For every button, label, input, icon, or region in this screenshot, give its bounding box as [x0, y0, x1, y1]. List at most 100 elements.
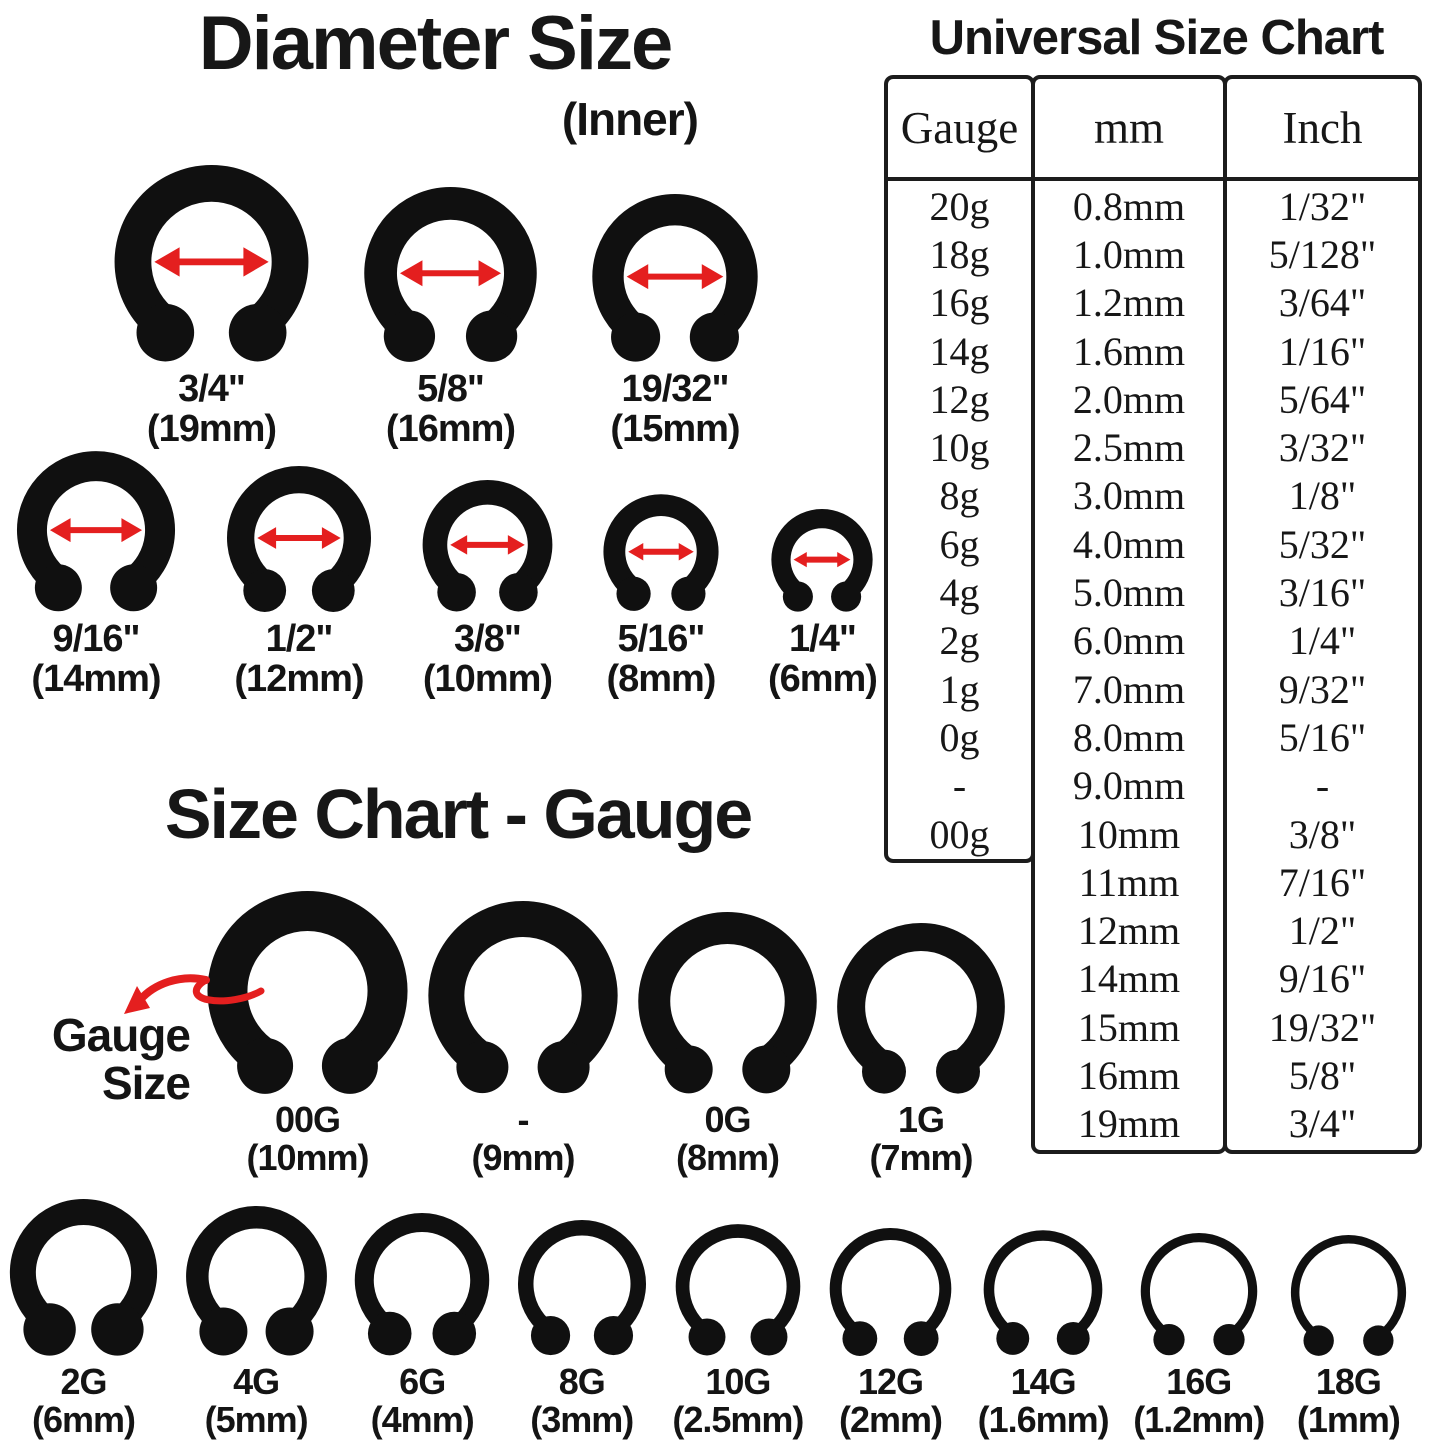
horseshoe-ring-icon [185, 1206, 327, 1356]
horseshoe-ring-icon [1140, 1233, 1257, 1356]
size-label: 5/16" [617, 618, 705, 660]
horseshoe-item: 3/4" (19mm) [112, 162, 311, 450]
horseshoe-item: 0G (8mm) [636, 909, 819, 1177]
table-cell: 9/32" [1278, 666, 1367, 712]
universal-chart-inch-column: Inch 1/32" 5/128" 3/64" 1/16" 5/64" 3/32" 1/8"… [1223, 75, 1422, 1154]
horseshoe-ring-icon [227, 466, 371, 612]
table-cell: 1/32" [1278, 183, 1367, 229]
horseshoe-ring-icon [771, 509, 874, 612]
size-sublabel: (9mm) [471, 1137, 575, 1179]
column-header-mm: mm [1035, 79, 1223, 181]
size-label: 1/2" [265, 618, 334, 660]
gauge-size-arrow-icon [124, 974, 265, 1014]
table-cell: 1g [939, 666, 980, 712]
size-sublabel: (6mm) [31, 1399, 136, 1441]
table-cell: 5/128" [1268, 231, 1377, 277]
table-cell: 00g [929, 811, 990, 857]
table-cell: 8g [939, 473, 980, 519]
table-cell: 6.0mm [1072, 618, 1186, 664]
universal-chart-gauge-column: Gauge 20g 18g 16g 14g 12g 10g 8g 6g 4g 2g 1g 0g -00g [884, 75, 1035, 863]
table-cell: 20g [929, 183, 990, 229]
horseshoe-item: 3/8" (10mm) [421, 477, 554, 700]
horseshoe-item: 5/8" (16mm) [362, 184, 539, 450]
size-label: - [517, 1099, 530, 1140]
table-cell: 11mm [1078, 859, 1180, 905]
table-cell: 16g [929, 280, 990, 326]
table-cell: 9/16" [1278, 956, 1367, 1002]
diameter-section-title: Diameter Size [198, 1, 673, 86]
horseshoe-item: 8G (3mm) [516, 1217, 648, 1439]
table-cell: 0g [939, 714, 980, 760]
table-cell: - [952, 763, 967, 809]
size-label: 19/32" [621, 368, 729, 410]
table-cell: 12g [929, 376, 990, 422]
horseshoe-ring-icon [1290, 1235, 1406, 1356]
table-cell: 1/4" [1288, 618, 1357, 664]
diameter-row-1: 3/4" (19mm) 5/8" (16mm) 19/32" (15mm) [112, 162, 760, 450]
horseshoe-ring-icon [517, 1220, 646, 1356]
size-label: 1G [897, 1099, 945, 1140]
size-sublabel: (2.5mm) [672, 1399, 804, 1441]
size-sublabel: (1.2mm) [1133, 1399, 1265, 1441]
horseshoe-item: 5/16" (8mm) [602, 491, 720, 700]
size-label: 1/4" [789, 618, 857, 660]
horseshoe-item: - (9mm) [426, 898, 620, 1177]
table-cell: 10mm [1077, 811, 1181, 857]
table-cell: - [1315, 763, 1330, 809]
horseshoe-ring-icon [638, 912, 817, 1094]
table-cell: 6g [939, 521, 980, 567]
size-label: 8G [558, 1361, 606, 1402]
horseshoe-ring-icon [16, 451, 176, 612]
horseshoe-ring-icon [428, 901, 618, 1094]
size-sublabel: (4mm) [370, 1399, 475, 1441]
table-cell: 1/16" [1278, 328, 1367, 374]
horseshoe-ring-icon [675, 1224, 801, 1356]
gauge-size-pointer-label-line1: Gauge [51, 1009, 191, 1061]
size-label: 00G [274, 1099, 341, 1140]
size-sublabel: (1.6mm) [977, 1399, 1110, 1441]
table-cell: 0.8mm [1072, 183, 1186, 229]
table-cell: 18g [929, 231, 990, 277]
size-label: 2G [60, 1361, 107, 1402]
table-cell: 19/32" [1268, 1004, 1377, 1050]
table-cell: 3.0mm [1072, 473, 1186, 519]
horseshoe-ring-icon [207, 891, 408, 1094]
table-cell: 2g [939, 618, 980, 664]
table-cell: 3/8" [1288, 811, 1357, 857]
size-label: 3/8" [454, 618, 522, 660]
horseshoe-item: 00G (10mm) [205, 888, 410, 1177]
table-cell: 2.0mm [1072, 376, 1186, 422]
table-cell: 15mm [1077, 1004, 1181, 1050]
table-cell: 10g [929, 425, 990, 471]
horseshoe-item: 14G (1.6mm) [977, 1227, 1110, 1441]
size-label: 16G [1166, 1361, 1232, 1402]
size-sublabel: (5mm) [204, 1399, 309, 1441]
table-cell: 5/16" [1278, 714, 1367, 760]
size-sublabel: (10mm) [422, 658, 553, 701]
size-sublabel: (19mm) [146, 408, 277, 451]
table-cell: 1.0mm [1072, 231, 1186, 277]
table-cell: 5/8" [1288, 1052, 1357, 1098]
column-header-gauge: Gauge [888, 79, 1031, 181]
size-label: 10G [705, 1361, 771, 1402]
mm-column-cells: 0.8mm 1.0mm 1.2mm 1.6mm 2.0mm 2.5mm 3.0mm 4.0mm… [1035, 181, 1223, 1148]
column-header-inch: Inch [1227, 79, 1418, 181]
size-label: 3/4" [178, 368, 246, 410]
table-cell: 3/64" [1278, 280, 1367, 326]
size-sublabel: (7mm) [869, 1137, 973, 1179]
size-sublabel: (15mm) [610, 408, 740, 451]
table-cell: 5/64" [1278, 376, 1367, 422]
size-sublabel: (8mm) [675, 1137, 780, 1179]
table-cell: 1/2" [1288, 908, 1357, 954]
table-cell: 8.0mm [1072, 714, 1186, 760]
table-cell: 3/4" [1288, 1101, 1357, 1147]
horseshoe-item: 2G (6mm) [8, 1196, 159, 1439]
horseshoe-ring-icon [9, 1199, 158, 1356]
horseshoe-item: 12G (2mm) [828, 1225, 953, 1439]
table-cell: 19mm [1077, 1101, 1181, 1147]
gauge-column-cells: 20g 18g 16g 14g 12g 10g 8g 6g 4g 2g 1g 0g -00g [888, 181, 1031, 858]
table-cell: 4g [939, 570, 980, 616]
horseshoe-item: 1G (7mm) [835, 920, 1007, 1177]
table-cell: 1/8" [1288, 473, 1357, 519]
